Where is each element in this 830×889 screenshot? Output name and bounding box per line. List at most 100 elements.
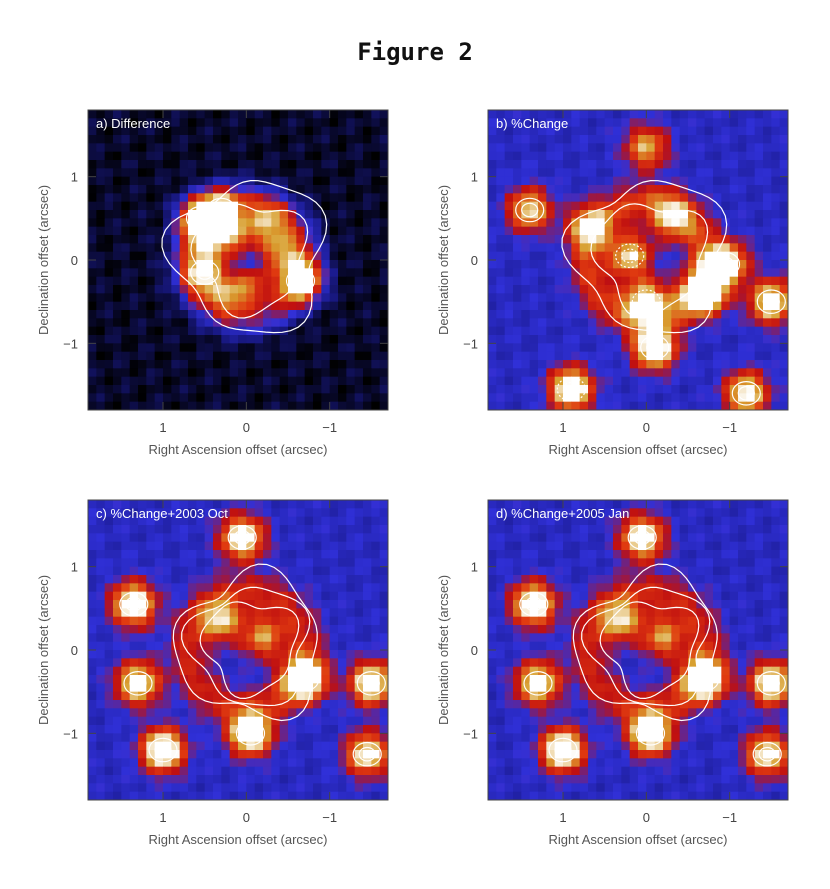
heatmap-cell (729, 268, 739, 278)
heatmap-cell (254, 683, 264, 693)
heatmap-cell (96, 658, 106, 668)
heatmap-cell (88, 591, 97, 601)
heatmap-cell (696, 126, 706, 136)
heatmap-cell (504, 268, 514, 278)
heatmap-cell (104, 733, 114, 743)
heatmap-cell (629, 650, 639, 659)
heatmap-cell (171, 608, 181, 618)
heatmap-cell (304, 541, 314, 551)
heatmap-cell (554, 168, 564, 178)
heatmap-cell (738, 675, 747, 684)
heatmap-cell (729, 176, 739, 186)
heatmap-cell (513, 600, 522, 609)
heatmap-cell (138, 351, 147, 361)
heatmap-cell (146, 243, 156, 253)
heatmap-cell (304, 135, 314, 144)
heatmap-cell (313, 376, 322, 386)
heatmap-cell (179, 525, 189, 534)
heatmap-cell (779, 343, 789, 353)
heatmap-cell (496, 591, 506, 601)
heatmap-cell (204, 385, 214, 394)
heatmap-cell (354, 700, 364, 709)
heatmap-cell (129, 633, 139, 643)
heatmap-cell (746, 533, 756, 543)
heatmap-cell (146, 658, 156, 668)
heatmap-cell (188, 160, 197, 169)
heatmap-cell (96, 633, 106, 643)
heatmap-cell (263, 583, 272, 593)
heatmap-cell (371, 268, 381, 278)
heatmap-cell (213, 310, 222, 319)
heatmap-cell (713, 118, 722, 128)
heatmap-cell (621, 500, 631, 509)
heatmap-cell (313, 525, 322, 534)
heatmap-cell (204, 750, 214, 759)
heatmap-cell (629, 625, 639, 634)
heatmap-cell (363, 285, 372, 294)
heatmap-cell (171, 268, 181, 278)
heatmap-cell (596, 516, 606, 526)
heatmap-cell (621, 126, 631, 136)
heatmap-cell (354, 235, 364, 244)
heatmap-cell (163, 218, 172, 228)
heatmap-cell (188, 401, 197, 411)
heatmap-cell (671, 293, 681, 303)
heatmap-cell (329, 285, 339, 294)
heatmap-cell (229, 658, 239, 668)
heatmap-cell (221, 185, 231, 194)
heatmap-cell (154, 160, 164, 169)
heatmap-cell (229, 318, 239, 328)
heatmap-cell (263, 783, 272, 793)
heatmap-cell (229, 143, 239, 153)
heatmap-cell (146, 766, 156, 776)
heatmap-cell (379, 733, 389, 743)
heatmap-cell (679, 251, 689, 261)
heatmap-cell (338, 401, 347, 411)
heatmap-cell (338, 135, 347, 144)
heatmap-cell (304, 201, 314, 211)
heatmap-cell (571, 360, 581, 369)
heatmap-cell (313, 641, 322, 651)
heatmap-cell (104, 591, 114, 601)
heatmap-cell (638, 343, 647, 353)
heatmap-cell (254, 691, 264, 701)
heatmap-cell (363, 143, 372, 153)
heatmap-cell (88, 376, 97, 386)
heatmap-cell (338, 201, 347, 211)
heatmap-cell (113, 118, 122, 128)
heatmap-cell (604, 550, 614, 559)
heatmap-cell (621, 260, 631, 269)
heatmap-cell (96, 608, 106, 618)
heatmap-cell (88, 160, 97, 169)
heatmap-cell (238, 591, 247, 601)
heatmap-cell (571, 293, 581, 303)
heatmap-cell (571, 591, 581, 601)
heatmap-cell (138, 625, 147, 634)
heatmap-cell (563, 293, 572, 303)
heatmap-cell (296, 533, 306, 543)
heatmap-cell (613, 185, 622, 194)
heatmap-cell (329, 650, 339, 659)
heatmap-cell (513, 691, 522, 701)
heatmap-cell (513, 293, 522, 303)
heatmap-cell (513, 176, 522, 186)
heatmap-cell (629, 185, 639, 194)
heatmap-cell (713, 650, 722, 659)
heatmap-cell (496, 210, 506, 219)
heatmap-cell (338, 326, 347, 336)
heatmap-cell (721, 243, 731, 253)
heatmap-cell (213, 691, 222, 701)
heatmap-cell (554, 343, 564, 353)
heatmap-cell (379, 541, 389, 551)
heatmap-cell (763, 385, 772, 394)
heatmap-cell (763, 600, 772, 609)
heatmap-cell (313, 750, 322, 759)
contour-feature (621, 248, 639, 264)
heatmap-cell (696, 700, 706, 709)
heatmap-cell (238, 168, 247, 178)
heatmap-cell (746, 185, 756, 194)
heatmap-cell (204, 126, 214, 136)
heatmap-cell (221, 401, 231, 411)
heatmap-cell (604, 301, 614, 311)
heatmap-cell (654, 625, 664, 634)
